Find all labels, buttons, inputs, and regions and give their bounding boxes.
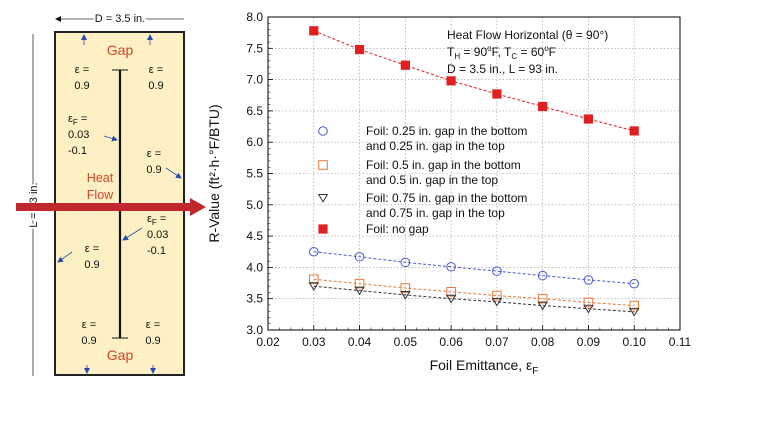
data-point-series-1 — [308, 246, 319, 257]
y-axis-label: R-Value (ft²·h·°F/BTU) — [206, 104, 222, 242]
data-points — [308, 26, 640, 317]
data-point-series-4 — [400, 60, 410, 70]
y-tick-label: 5.0 — [246, 198, 263, 212]
x-tick-label: 0.04 — [348, 335, 372, 349]
x-tick-label: 0.07 — [485, 335, 509, 349]
y-tick-label: 4.5 — [246, 229, 263, 243]
eps-mid-right: ε = 0.9 — [146, 148, 161, 176]
y-tick-label: 4.0 — [246, 260, 263, 274]
data-point-series-2 — [354, 278, 365, 289]
pointer-arrows — [57, 34, 182, 374]
x-tick-label: 0.06 — [439, 335, 463, 349]
data-point-series-1 — [492, 266, 502, 276]
data-point-series-1 — [354, 251, 365, 262]
data-point-series-3 — [491, 297, 503, 307]
data-point-series-2 — [629, 300, 640, 311]
data-point-series-4 — [309, 26, 319, 36]
data-point-series-3 — [629, 307, 640, 317]
heat-flow-arrow — [16, 198, 206, 216]
legend-label-3: and 0.75 in. gap in the top — [366, 206, 505, 220]
gap-bottom-label: Gap — [107, 347, 134, 363]
x-tick-label: 0.02 — [256, 335, 280, 349]
legend-marker-3 — [317, 194, 329, 203]
annotation-line-1: Heat Flow Horizontal (θ = 90°) — [447, 28, 608, 42]
eps-top-right: ε = 0.9 — [148, 64, 163, 92]
y-tick-label: 7.0 — [246, 73, 263, 87]
trend-lines — [313, 30, 635, 313]
data-point-series-2 — [492, 290, 502, 301]
x-tick-label: 0.05 — [394, 335, 418, 349]
gap-top-label: Gap — [107, 42, 134, 58]
annotation-line-2: TH = 90oF, TC = 60oF — [447, 44, 556, 61]
legend-marker-1 — [318, 126, 328, 136]
chart-annotation: Heat Flow Horizontal (θ = 90°) TH = 90oF… — [447, 28, 608, 76]
y-tick-label: 6.5 — [246, 104, 263, 118]
data-point-series-2 — [400, 283, 411, 293]
data-point-series-3 — [583, 304, 594, 314]
eps-mid-left: ε = 0.9 — [84, 243, 99, 271]
data-point-series-4 — [492, 89, 502, 99]
y-tick-label: 5.5 — [246, 167, 263, 181]
width-label: D = 3.5 in. — [95, 13, 145, 25]
eps-top-left: ε = 0.9 — [74, 64, 89, 92]
chart: 0.02 0.03 0.04 0.05 0.06 0.07 0.08 0.09 0.10 0.11… — [206, 10, 692, 377]
data-point-series-1 — [446, 261, 456, 272]
data-point-series-2 — [446, 287, 456, 297]
legend-label-2: Foil: 0.5 in. gap in the bottom — [366, 158, 521, 172]
y-tick-label: 3.0 — [246, 323, 263, 337]
data-point-series-4 — [629, 126, 639, 136]
y-tick-label: 8.0 — [246, 10, 263, 24]
heat-flow-label-line1: Heat — [87, 171, 114, 185]
eps-bottom-right: ε = 0.9 — [145, 319, 160, 347]
data-point-series-3 — [308, 282, 319, 292]
y-tick-label: 7.5 — [246, 41, 263, 55]
data-point-series-3 — [537, 301, 548, 311]
y-ticks: 3.0 3.5 4.0 4.5 5.0 5.5 6.0 6.5 7.0 7.5 8.0 — [246, 10, 273, 337]
data-point-series-2 — [308, 274, 319, 285]
legend-label-1: Foil: 0.25 in. gap in the bottom — [366, 124, 527, 138]
eps-foil-lower: εF = 0.03 -0.1 — [147, 213, 171, 257]
data-point-series-4 — [538, 101, 548, 112]
data-point-series-3 — [354, 286, 365, 296]
data-point-series-2 — [537, 293, 548, 304]
trend-line-series-3 — [313, 285, 635, 313]
x-tick-label: 0.11 — [669, 335, 692, 349]
data-point-series-4 — [583, 114, 594, 124]
data-point-series-1 — [400, 257, 411, 268]
y-tick-label: 3.5 — [246, 292, 263, 306]
trend-line-series-2 — [313, 278, 635, 307]
annotation-line-3: D = 3.5 in., L = 93 in. — [447, 62, 558, 76]
trend-line-series-4 — [313, 30, 635, 132]
x-ticks: 0.02 0.03 0.04 0.05 0.06 0.07 0.08 0.09 0.10 0.11 — [256, 325, 692, 349]
x-axis-label: Foil Emittance, εF — [430, 357, 539, 377]
eps-bottom-left: ε = 0.9 — [81, 319, 96, 347]
data-point-series-3 — [400, 291, 411, 300]
data-point-series-4 — [354, 44, 365, 55]
y-tick-label: 6.0 — [246, 135, 263, 149]
data-point-series-2 — [583, 297, 594, 308]
legend-marker-2 — [318, 160, 328, 170]
data-point-series-4 — [446, 76, 456, 86]
eps-foil-upper: εF = 0.03 -0.1 — [68, 113, 92, 157]
x-tick-label: 0.10 — [623, 335, 647, 349]
data-point-series-1 — [537, 270, 548, 281]
x-tick-label: 0.03 — [302, 335, 326, 349]
data-point-series-1 — [629, 278, 640, 289]
legend-label-4: Foil: no gap — [366, 222, 429, 236]
x-tick-label: 0.09 — [577, 335, 601, 349]
trend-line-series-1 — [313, 251, 635, 285]
data-point-series-1 — [583, 275, 594, 285]
legend-label-1: and 0.25 in. gap in the top — [366, 139, 505, 153]
legend-label-3: Foil: 0.75 in. gap in the bottom — [366, 191, 527, 205]
legend-marker-4 — [318, 224, 328, 234]
legend-label-2: and 0.5 in. gap in the top — [366, 173, 498, 187]
data-point-series-3 — [445, 294, 457, 304]
heat-flow-label-line2: Flow — [87, 188, 114, 202]
x-tick-label: 0.08 — [531, 335, 555, 349]
cavity-diagram: D = 3.5 in. L = 93 in. Gap Gap Heat Flow… — [16, 11, 206, 376]
